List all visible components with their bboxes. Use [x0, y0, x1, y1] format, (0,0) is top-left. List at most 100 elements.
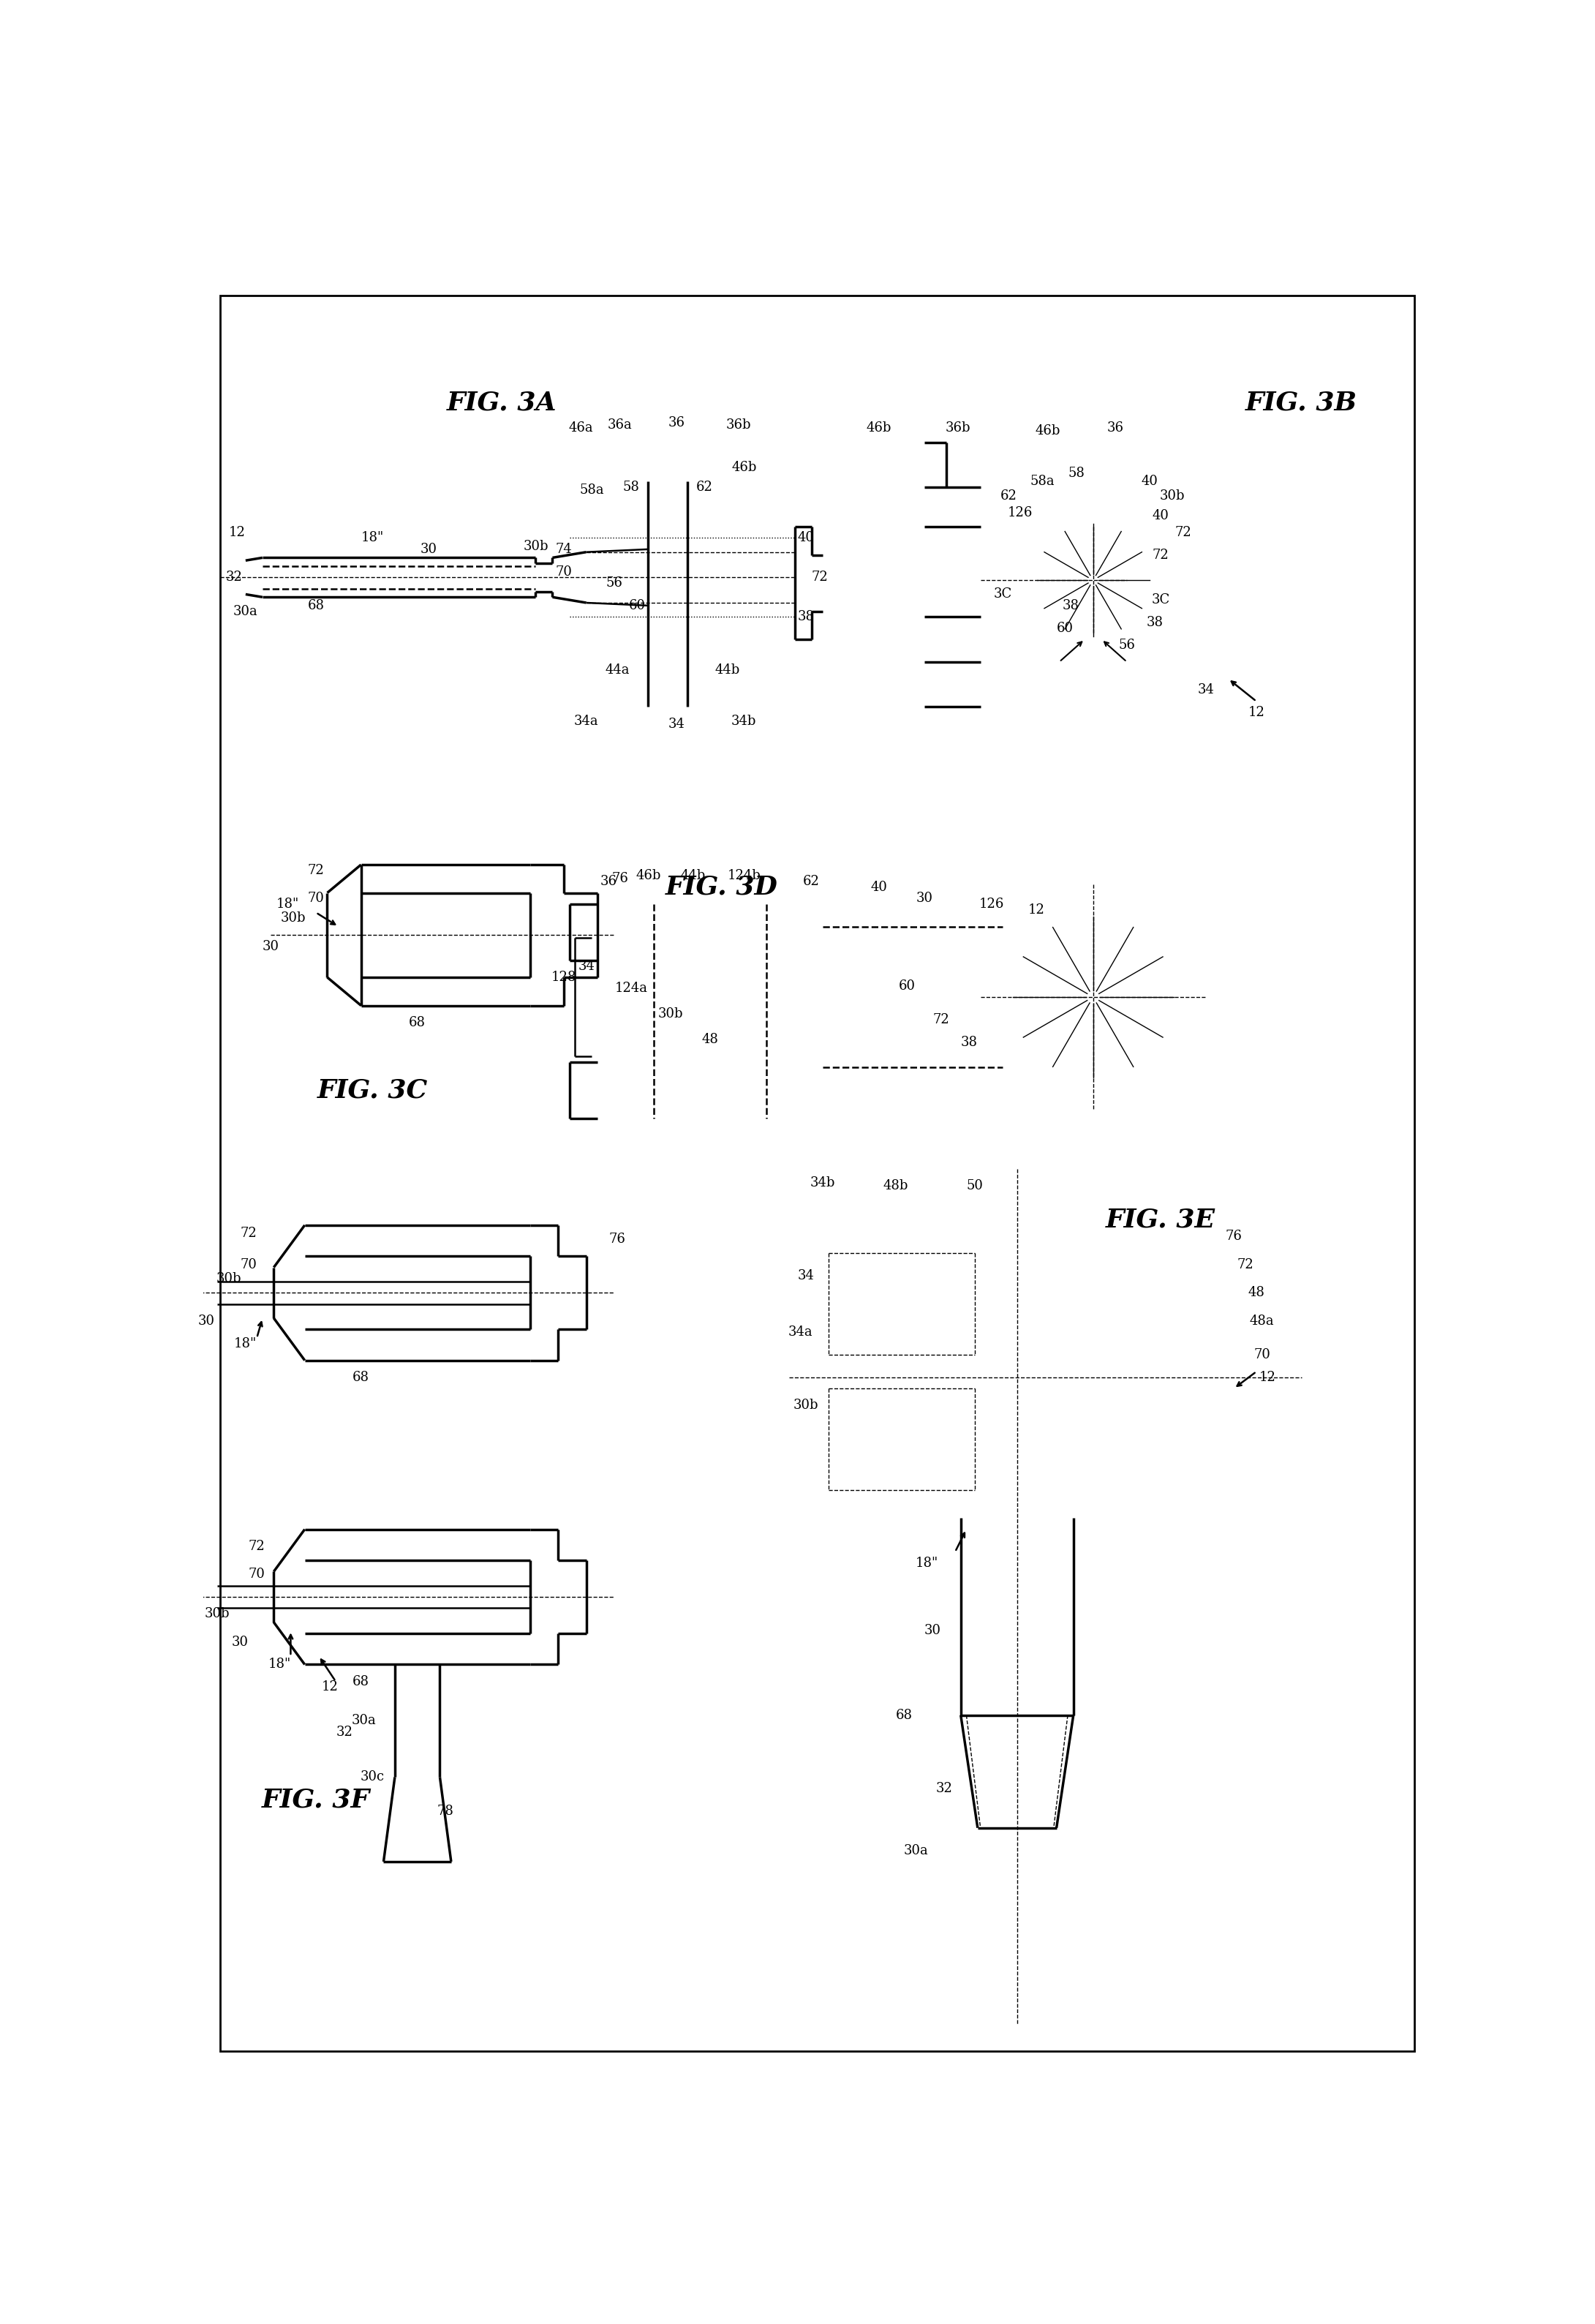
Text: 44b: 44b	[681, 869, 707, 883]
Bar	[817, 1236, 1217, 1518]
Text: 126: 126	[1008, 507, 1032, 518]
Text: 32: 32	[936, 1783, 952, 1794]
Text: 68: 68	[352, 1371, 370, 1383]
Text: 34a: 34a	[574, 713, 598, 727]
Text: FIG. 3A: FIG. 3A	[447, 390, 557, 416]
Bar	[930, 1192, 975, 1208]
Text: 44b: 44b	[715, 665, 740, 676]
Bar	[305, 1225, 530, 1257]
Text: 68: 68	[308, 600, 324, 611]
Text: 30: 30	[924, 1624, 941, 1638]
Circle shape	[1088, 576, 1097, 586]
Text: 38: 38	[960, 1037, 978, 1048]
Bar	[558, 1225, 587, 1257]
Bar	[598, 686, 643, 713]
Text: 44a: 44a	[605, 665, 630, 676]
Text: 58a: 58a	[579, 483, 605, 497]
Text: 34: 34	[577, 960, 595, 974]
Text: 72: 72	[1176, 525, 1191, 539]
Text: 124a: 124a	[616, 983, 648, 995]
Bar	[828, 1387, 975, 1490]
Text: FIG. 3E: FIG. 3E	[1105, 1206, 1215, 1232]
Bar	[828, 1253, 975, 1355]
Bar	[569, 528, 794, 639]
Text: 70: 70	[1254, 1348, 1270, 1362]
Text: 30b: 30b	[215, 1271, 241, 1285]
Text: 70: 70	[239, 1257, 257, 1271]
Bar	[732, 442, 767, 488]
Text: 34: 34	[668, 718, 684, 730]
Text: 3C: 3C	[994, 588, 1013, 602]
Text: 46b: 46b	[866, 421, 892, 435]
Text: 32: 32	[337, 1724, 352, 1738]
Text: 58a: 58a	[1030, 474, 1054, 488]
Bar	[981, 528, 1128, 634]
Text: FIG. 3D: FIG. 3D	[665, 874, 778, 899]
Text: 38: 38	[798, 611, 815, 623]
Bar	[274, 1267, 305, 1318]
Bar	[614, 881, 643, 904]
Text: 40: 40	[1140, 474, 1158, 488]
Bar	[614, 1085, 694, 1118]
Text: FIG. 3C: FIG. 3C	[317, 1078, 427, 1102]
Text: 72: 72	[308, 865, 324, 876]
Bar	[360, 978, 530, 1006]
Text: 124b: 124b	[727, 869, 761, 883]
Text: 30b: 30b	[659, 1006, 683, 1020]
Bar	[360, 865, 530, 892]
Text: 46b: 46b	[732, 460, 756, 474]
Text: 48: 48	[702, 1032, 718, 1046]
Text: FIG. 3F: FIG. 3F	[262, 1787, 370, 1813]
Text: 76: 76	[1225, 1229, 1243, 1243]
Text: 56: 56	[606, 576, 622, 590]
Text: 60: 60	[628, 600, 646, 611]
Text: 34: 34	[798, 1269, 815, 1283]
Text: 36: 36	[600, 874, 617, 888]
Bar	[305, 1329, 530, 1360]
Text: FIG. 3B: FIG. 3B	[1246, 390, 1357, 416]
Text: 12: 12	[1260, 1371, 1276, 1383]
Bar	[828, 1253, 975, 1355]
Text: 68: 68	[352, 1676, 370, 1687]
Text: 12: 12	[1247, 706, 1265, 718]
Text: 32: 32	[226, 572, 242, 583]
Circle shape	[242, 574, 249, 581]
Bar	[805, 1208, 1228, 1236]
Text: 72: 72	[1152, 548, 1169, 562]
Bar	[654, 600, 687, 623]
Bar	[598, 662, 643, 686]
Text: 30: 30	[916, 892, 933, 904]
Text: 70: 70	[555, 565, 573, 579]
Bar	[576, 442, 609, 488]
Text: 46a: 46a	[568, 421, 593, 435]
Text: 30c: 30c	[360, 1771, 384, 1785]
Text: 48: 48	[1247, 1285, 1265, 1299]
Text: 36a: 36a	[608, 418, 632, 432]
Text: 30: 30	[263, 939, 279, 953]
Text: 78: 78	[437, 1803, 455, 1817]
Text: 30b: 30b	[523, 539, 549, 553]
Text: 70: 70	[308, 892, 324, 904]
Text: 72: 72	[1236, 1257, 1254, 1271]
Text: 76: 76	[609, 1232, 625, 1246]
Text: 70: 70	[249, 1569, 265, 1580]
Text: 40: 40	[798, 532, 815, 544]
Text: 46b: 46b	[1035, 425, 1061, 437]
Bar	[879, 690, 924, 713]
Text: 3C: 3C	[1152, 593, 1169, 607]
Text: 62: 62	[1000, 488, 1018, 502]
Bar	[879, 662, 924, 690]
Text: 30a: 30a	[233, 604, 258, 618]
Text: 36b: 36b	[726, 418, 751, 432]
Text: 30b: 30b	[204, 1608, 230, 1620]
Bar	[879, 442, 924, 488]
Text: 12: 12	[228, 525, 246, 539]
Text: 18": 18"	[234, 1336, 257, 1350]
Bar	[654, 560, 687, 583]
Text: 12: 12	[322, 1680, 338, 1694]
Text: 68: 68	[408, 1016, 426, 1030]
Bar	[981, 616, 1128, 662]
Text: 34b: 34b	[810, 1176, 836, 1190]
Bar	[1195, 1248, 1217, 1506]
Text: 18": 18"	[268, 1657, 290, 1671]
